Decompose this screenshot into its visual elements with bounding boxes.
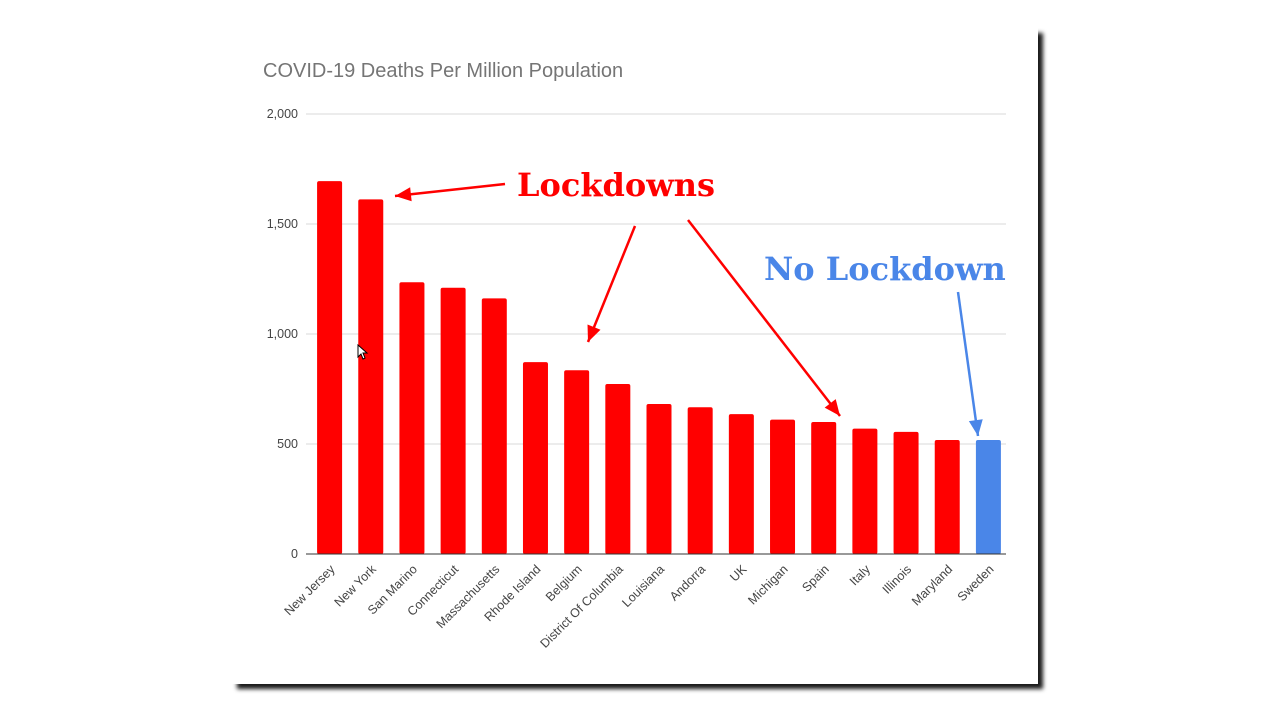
y-axis-ticks: 0 500 1,000 1,500 2,000: [267, 107, 298, 561]
arrow-to-belgium: [586, 225, 637, 343]
annotation-lockdowns: Lockdowns: [517, 166, 715, 204]
bar-belgium: [564, 370, 590, 554]
bar-italy: [852, 428, 878, 554]
annotation-no-lockdown: No Lockdown: [764, 250, 1006, 288]
bar-uk: [728, 414, 754, 554]
chart-title: COVID-19 Deaths Per Million Population: [263, 60, 623, 82]
bar-maryland: [934, 440, 960, 554]
bar-louisiana: [646, 403, 672, 554]
bar-massachusetts: [481, 298, 507, 554]
bar-michigan: [770, 419, 796, 554]
arrow-to-new-york: [394, 182, 506, 202]
bar-spain: [811, 422, 837, 554]
y-tick-label: 2,000: [267, 107, 298, 121]
annotation-arrows: [394, 182, 983, 437]
bar-san-marino: [399, 282, 425, 554]
bar-andorra: [687, 407, 713, 554]
arrow-to-italy: [687, 219, 841, 417]
y-tick-label: 1,000: [267, 327, 298, 341]
mouse-cursor-icon: [357, 343, 369, 360]
bar-new-york: [358, 199, 384, 555]
arrow-to-sweden: [956, 291, 983, 437]
y-tick-label: 1,500: [267, 217, 298, 231]
y-tick-label: 500: [277, 437, 298, 451]
bar-connecticut: [440, 287, 466, 554]
bar-illinois: [893, 431, 919, 554]
bar-district-of-columbia: [605, 383, 631, 554]
bar-new-jersey: [317, 181, 343, 554]
y-tick-label: 0: [291, 547, 298, 561]
bar-sweden: [975, 440, 1001, 554]
bars: [317, 181, 1001, 555]
bar-rhode-island: [522, 362, 548, 554]
